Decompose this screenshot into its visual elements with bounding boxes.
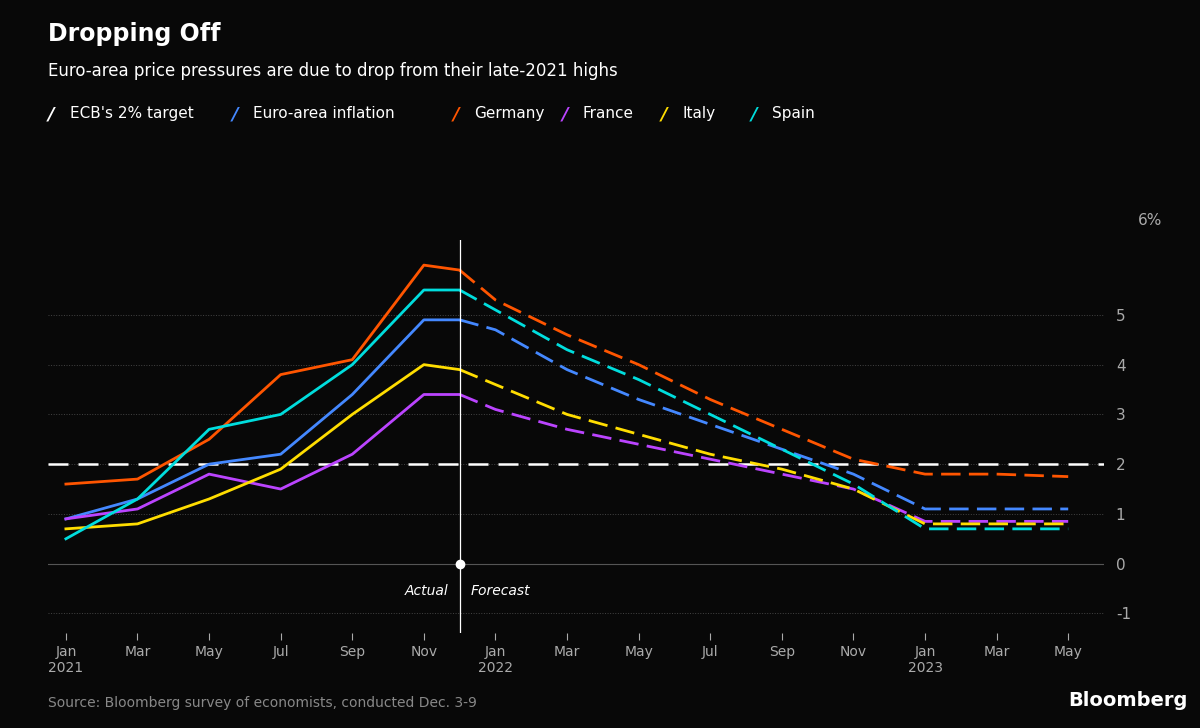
Text: /: / <box>661 106 667 124</box>
Text: France: France <box>583 106 634 121</box>
Text: /: / <box>48 106 55 124</box>
Text: /: / <box>562 106 568 124</box>
Text: Forecast: Forecast <box>470 584 530 598</box>
Text: Germany: Germany <box>474 106 545 121</box>
Text: Euro-area inflation: Euro-area inflation <box>253 106 395 121</box>
Text: /: / <box>452 106 460 124</box>
Text: Euro-area price pressures are due to drop from their late-2021 highs: Euro-area price pressures are due to dro… <box>48 62 618 80</box>
Text: Bloomberg: Bloomberg <box>1069 691 1188 710</box>
Text: Spain: Spain <box>773 106 815 121</box>
Text: 6%: 6% <box>1138 213 1162 229</box>
Text: /: / <box>232 106 239 124</box>
Text: Italy: Italy <box>683 106 715 121</box>
Text: ECB's 2% target: ECB's 2% target <box>70 106 193 121</box>
Text: Dropping Off: Dropping Off <box>48 22 221 46</box>
Text: /: / <box>751 106 757 124</box>
Text: Actual: Actual <box>406 584 449 598</box>
Text: Source: Bloomberg survey of economists, conducted Dec. 3-9: Source: Bloomberg survey of economists, … <box>48 696 476 710</box>
